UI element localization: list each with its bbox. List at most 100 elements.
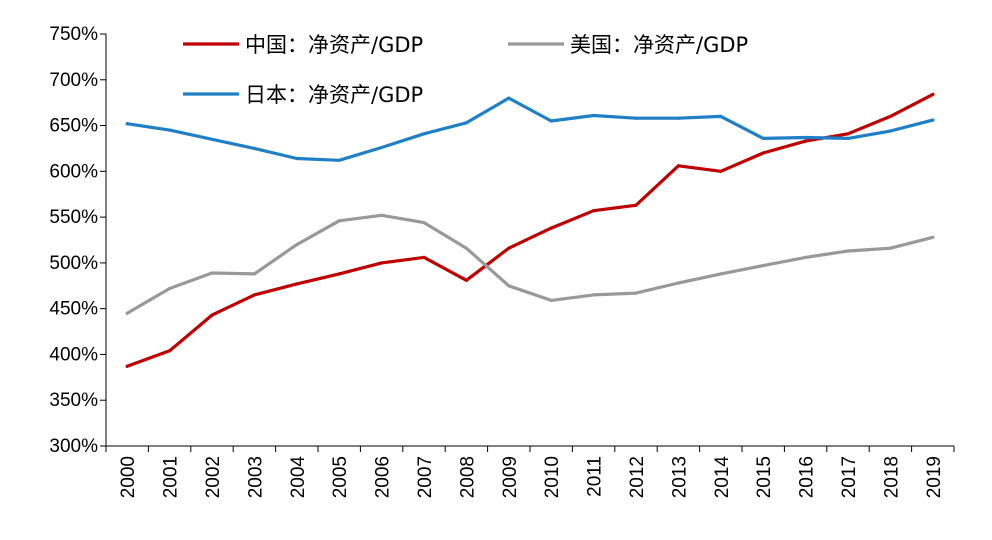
data-point bbox=[931, 235, 935, 239]
data-point bbox=[761, 264, 765, 268]
data-point bbox=[761, 136, 765, 140]
data-point bbox=[676, 281, 681, 285]
data-point bbox=[719, 272, 723, 276]
legend-item-2: 日本：净资产/GDP bbox=[183, 83, 423, 107]
y-tick-label: 300% bbox=[49, 436, 98, 457]
x-tick-label: 2000 bbox=[118, 456, 139, 498]
data-point bbox=[761, 151, 765, 155]
x-tick-label: 2017 bbox=[839, 456, 860, 498]
series-1 bbox=[125, 213, 935, 315]
data-point bbox=[125, 311, 129, 315]
data-point bbox=[380, 213, 384, 217]
data-point bbox=[549, 119, 553, 123]
data-point bbox=[888, 246, 893, 250]
y-tick-label: 700% bbox=[49, 70, 98, 91]
x-tick-label: 2012 bbox=[627, 456, 648, 498]
x-tick-label: 2001 bbox=[161, 456, 182, 498]
data-point bbox=[846, 249, 850, 253]
x-tick-label: 2013 bbox=[669, 456, 690, 498]
data-point bbox=[125, 364, 129, 368]
data-point bbox=[676, 164, 681, 168]
y-tick-label: 450% bbox=[49, 299, 98, 320]
legend-label: 日本：净资产/GDP bbox=[245, 83, 423, 107]
data-point bbox=[210, 271, 214, 275]
data-point bbox=[804, 255, 808, 259]
x-tick-label: 2019 bbox=[924, 456, 945, 498]
data-point bbox=[464, 246, 468, 250]
x-tick-label: 2006 bbox=[373, 456, 394, 498]
data-point bbox=[931, 92, 935, 96]
y-tick-label: 350% bbox=[49, 390, 98, 411]
data-point bbox=[252, 293, 256, 297]
data-point bbox=[464, 121, 468, 125]
data-point bbox=[634, 291, 638, 295]
x-tick-label: 2005 bbox=[330, 456, 351, 498]
data-point bbox=[168, 128, 172, 132]
x-tick-label: 2004 bbox=[288, 456, 309, 499]
series-line-2 bbox=[125, 96, 935, 162]
data-point bbox=[295, 243, 299, 247]
data-point bbox=[295, 156, 299, 161]
legend-label: 中国：净资产/GDP bbox=[245, 33, 423, 57]
series-line-0 bbox=[125, 92, 935, 368]
y-tick-label: 650% bbox=[49, 116, 98, 137]
x-tick-label: 2016 bbox=[797, 456, 818, 498]
data-point bbox=[337, 219, 341, 223]
data-point bbox=[464, 278, 468, 282]
legend: 中国：净资产/GDP 美国：净资产/GDP 日本：净资产/GDP bbox=[183, 33, 748, 107]
x-axis: 2000 2001 2002 2003 2004 2005 2006 2007 2008 2009… bbox=[105, 445, 955, 499]
y-tick-label: 750% bbox=[49, 24, 98, 45]
series-line-1 bbox=[125, 213, 935, 315]
data-point bbox=[592, 293, 596, 297]
x-tick-label: 2010 bbox=[542, 456, 563, 498]
data-point bbox=[507, 246, 511, 250]
data-point bbox=[549, 226, 553, 230]
data-point bbox=[888, 114, 893, 118]
data-point bbox=[210, 313, 214, 317]
data-point bbox=[422, 255, 426, 259]
data-point bbox=[422, 132, 426, 136]
x-tick-label: 2018 bbox=[881, 456, 902, 498]
legend-item-1: 美国：净资产/GDP bbox=[508, 33, 748, 57]
data-point bbox=[592, 209, 596, 213]
x-tick-label: 2011 bbox=[585, 456, 606, 497]
data-point bbox=[422, 221, 426, 225]
data-point bbox=[719, 169, 723, 173]
x-tick-label: 2007 bbox=[415, 456, 436, 498]
data-point bbox=[210, 137, 214, 141]
data-point bbox=[549, 298, 553, 302]
data-point bbox=[168, 349, 172, 353]
series-0 bbox=[125, 92, 935, 368]
data-point bbox=[507, 284, 511, 288]
y-axis: 300% 350% 400% 450% 500% 550% 600% 650% 700% 750% bbox=[49, 24, 107, 457]
data-point bbox=[125, 122, 129, 126]
data-point bbox=[252, 146, 256, 150]
data-point bbox=[719, 114, 723, 118]
data-point bbox=[380, 145, 384, 150]
x-tick-label: 2008 bbox=[457, 456, 478, 498]
y-tick-label: 550% bbox=[49, 207, 98, 228]
data-point bbox=[380, 261, 384, 265]
data-point bbox=[846, 136, 850, 140]
legend-label: 美国：净资产/GDP bbox=[570, 33, 748, 57]
data-point bbox=[252, 272, 256, 276]
x-tick-label: 2009 bbox=[500, 456, 521, 498]
series-layer bbox=[125, 92, 935, 368]
data-point bbox=[676, 116, 681, 120]
legend-item-0: 中国：净资产/GDP bbox=[183, 33, 423, 57]
data-point bbox=[888, 129, 893, 133]
x-tick-label: 2014 bbox=[712, 456, 733, 499]
y-tick-label: 500% bbox=[49, 253, 98, 274]
data-point bbox=[846, 132, 850, 136]
data-point bbox=[634, 203, 638, 207]
y-tick-label: 600% bbox=[49, 161, 98, 182]
data-point bbox=[931, 118, 935, 122]
x-tick-label: 2015 bbox=[754, 456, 775, 498]
data-point bbox=[804, 139, 808, 143]
data-point bbox=[804, 135, 808, 140]
data-point bbox=[168, 286, 172, 291]
y-tick-label: 400% bbox=[49, 344, 98, 365]
data-point bbox=[592, 113, 596, 118]
data-point bbox=[634, 116, 638, 120]
